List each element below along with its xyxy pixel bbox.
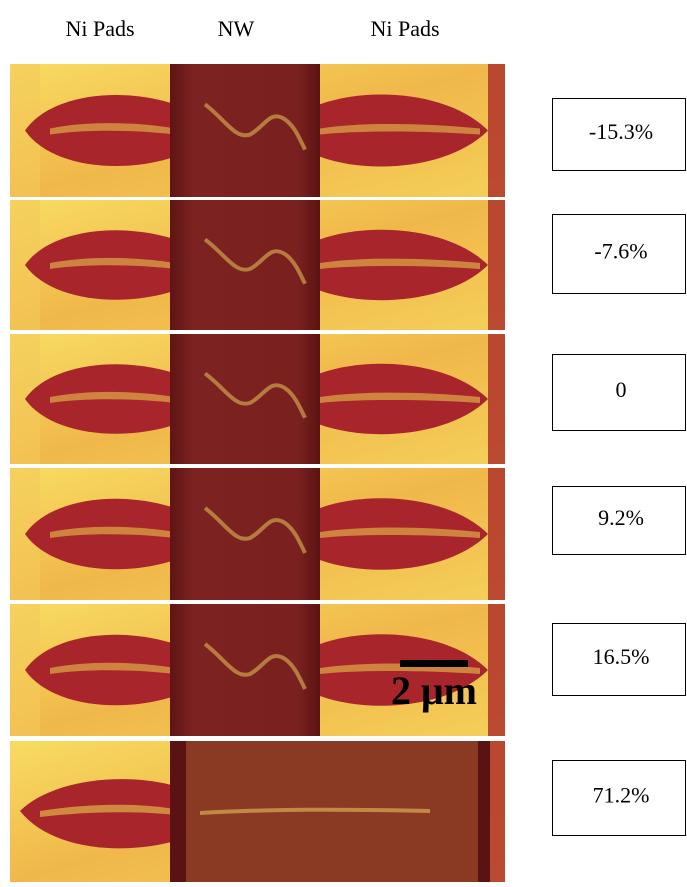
strain-value: 71.2% xyxy=(593,783,650,808)
header-label: Ni Pads xyxy=(65,16,134,41)
micrograph xyxy=(10,334,505,464)
strain-value: -7.6% xyxy=(594,239,647,264)
figure: Ni Pads NW Ni Pads 2 μm -15.3% -7.6% 0 9.2%… xyxy=(0,0,687,882)
micrograph xyxy=(10,468,505,600)
micrograph xyxy=(10,200,505,330)
strain-value: 9.2% xyxy=(598,505,644,530)
strain-labels: -15.3% -7.6% 0 9.2% 16.5% 71.2% xyxy=(553,99,686,836)
scale-bar xyxy=(400,660,468,667)
strain-value: 0 xyxy=(616,377,627,402)
micrograph xyxy=(10,741,505,882)
header-label: Ni Pads xyxy=(370,16,439,41)
header-label: NW xyxy=(218,16,255,41)
strain-value: 16.5% xyxy=(593,644,650,669)
micrograph xyxy=(10,64,505,197)
scale-bar-label: 2 μm xyxy=(391,668,477,713)
page: Ni Pads NW Ni Pads 2 μm -15.3% -7.6% 0 9.2%… xyxy=(0,0,687,882)
strain-value: -15.3% xyxy=(589,119,653,144)
